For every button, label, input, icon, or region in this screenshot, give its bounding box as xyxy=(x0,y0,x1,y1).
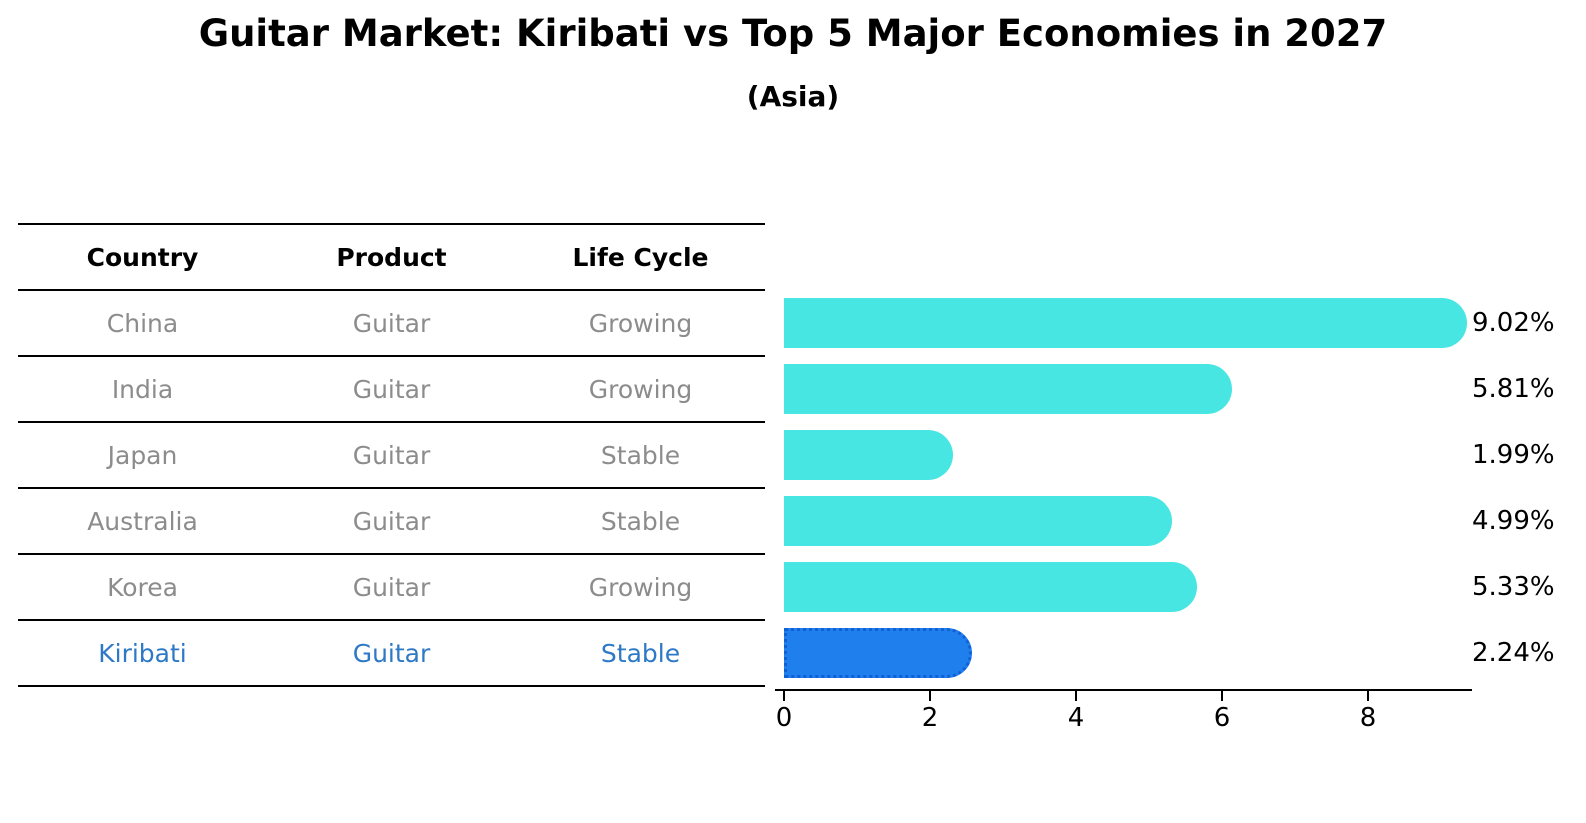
table-cell: Kiribati xyxy=(98,638,187,668)
table-cell: Japan xyxy=(107,440,178,470)
x-axis-tick xyxy=(783,691,785,701)
table-cell: Guitar xyxy=(352,440,431,470)
bar-kiribati xyxy=(784,628,972,678)
table-cell: Guitar xyxy=(352,506,431,536)
table-cell: Australia xyxy=(87,506,198,536)
column-header-country: Country xyxy=(86,242,199,272)
table-row-kiribati: Kiribati Guitar Stable xyxy=(18,621,765,687)
table-cell: Growing xyxy=(588,572,693,602)
bar-value-label-india: 5.81% xyxy=(1472,374,1555,404)
x-axis-tick xyxy=(929,691,931,701)
bar-value-label-kiribati: 2.24% xyxy=(1472,638,1555,668)
bar-value-label-australia: 4.99% xyxy=(1472,506,1555,536)
table-cell: Stable xyxy=(600,506,681,536)
table-body: China Guitar Growing India Guitar Growing Japa… xyxy=(18,291,765,687)
table-cell: Guitar xyxy=(352,572,431,602)
table-cell: Growing xyxy=(588,374,693,404)
table-cell: Guitar xyxy=(352,638,431,668)
value-labels: 9.02% 5.81% 1.99% 4.99% 5.33% 2.24% xyxy=(1472,298,1586,698)
bar-value-label-china: 9.02% xyxy=(1472,308,1555,338)
x-axis-tick-label: 8 xyxy=(1359,703,1377,733)
table-row-australia: Australia Guitar Stable xyxy=(18,489,765,555)
bar-australia xyxy=(784,496,1172,546)
bar-china xyxy=(784,298,1467,348)
table-cell: Stable xyxy=(600,638,681,668)
table-row-japan: Japan Guitar Stable xyxy=(18,423,765,489)
x-axis-tick xyxy=(1221,691,1223,701)
x-axis-tick-label: 2 xyxy=(921,703,939,733)
table-cell: Growing xyxy=(588,308,693,338)
bar-value-label-korea: 5.33% xyxy=(1472,572,1555,602)
x-axis-line xyxy=(775,689,1472,691)
table-row-china: China Guitar Growing xyxy=(18,291,765,357)
bar-korea xyxy=(784,562,1197,612)
table-header-row: Country Product Life Cycle xyxy=(18,225,765,291)
column-header-product: Product xyxy=(336,242,447,272)
column-header-life-cycle: Life Cycle xyxy=(572,242,709,272)
table-cell: India xyxy=(111,374,174,404)
chart-title: Guitar Market: Kiribati vs Top 5 Major E… xyxy=(198,12,1388,55)
table-cell: Guitar xyxy=(352,308,431,338)
table-row-india: India Guitar Growing xyxy=(18,357,765,423)
table-cell: China xyxy=(106,308,179,338)
x-axis-tick-label: 6 xyxy=(1213,703,1231,733)
bar-japan xyxy=(784,430,953,480)
table-cell: Guitar xyxy=(352,374,431,404)
x-axis: 0 2 4 6 8 xyxy=(775,689,1484,739)
chart-subtitle: (Asia) xyxy=(746,80,840,113)
bar-value-label-japan: 1.99% xyxy=(1472,440,1555,470)
bar-chart xyxy=(784,298,1484,698)
x-axis-tick xyxy=(1075,691,1077,701)
x-axis-tick-label: 4 xyxy=(1067,703,1085,733)
table-row-korea: Korea Guitar Growing xyxy=(18,555,765,621)
bar-india xyxy=(784,364,1232,414)
x-axis-tick xyxy=(1367,691,1369,701)
x-axis-tick-label: 0 xyxy=(775,703,793,733)
table-cell: Stable xyxy=(600,440,681,470)
data-table: Country Product Life Cycle China Guitar Gr… xyxy=(18,223,765,687)
table-cell: Korea xyxy=(107,572,178,602)
